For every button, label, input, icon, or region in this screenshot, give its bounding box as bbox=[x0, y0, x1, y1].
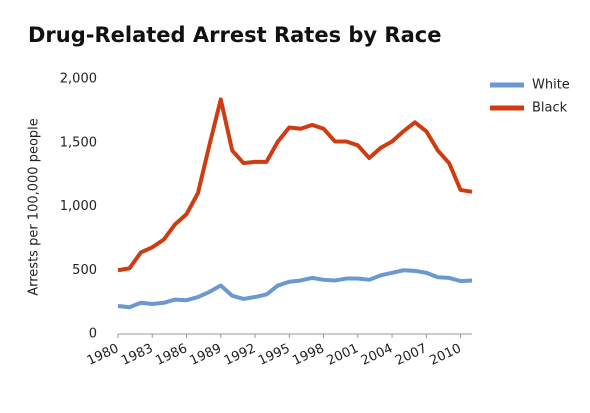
y-tick-label: 2,000 bbox=[60, 72, 97, 87]
series-line bbox=[117, 268, 473, 310]
x-tick-label: 2001 bbox=[325, 341, 361, 369]
x-tick-label: 1983 bbox=[119, 341, 155, 369]
y-tick-label: 500 bbox=[72, 263, 97, 278]
series-line bbox=[117, 97, 473, 273]
x-tick-label: 1998 bbox=[290, 341, 326, 369]
y-tick-label: 0 bbox=[89, 327, 97, 342]
x-tick-label: 1992 bbox=[222, 341, 258, 369]
x-tick-label: 1995 bbox=[256, 341, 292, 369]
x-tick-label: 1989 bbox=[188, 341, 224, 369]
x-tick-label: 2007 bbox=[393, 341, 429, 369]
y-tick-label: 1,500 bbox=[60, 135, 97, 150]
x-tick-label: 1986 bbox=[153, 341, 189, 369]
y-tick-label: 1,000 bbox=[60, 199, 97, 214]
x-tick-label: 2010 bbox=[427, 341, 463, 369]
legend-label: White bbox=[532, 78, 570, 93]
y-axis-label: Arrests per 100,000 people bbox=[27, 118, 42, 296]
x-tick-label: 2004 bbox=[359, 341, 395, 369]
chart-title: Drug-Related Arrest Rates by Race bbox=[28, 23, 441, 47]
legend-label: Black bbox=[532, 101, 568, 116]
x-tick-label: 1980 bbox=[85, 341, 121, 369]
